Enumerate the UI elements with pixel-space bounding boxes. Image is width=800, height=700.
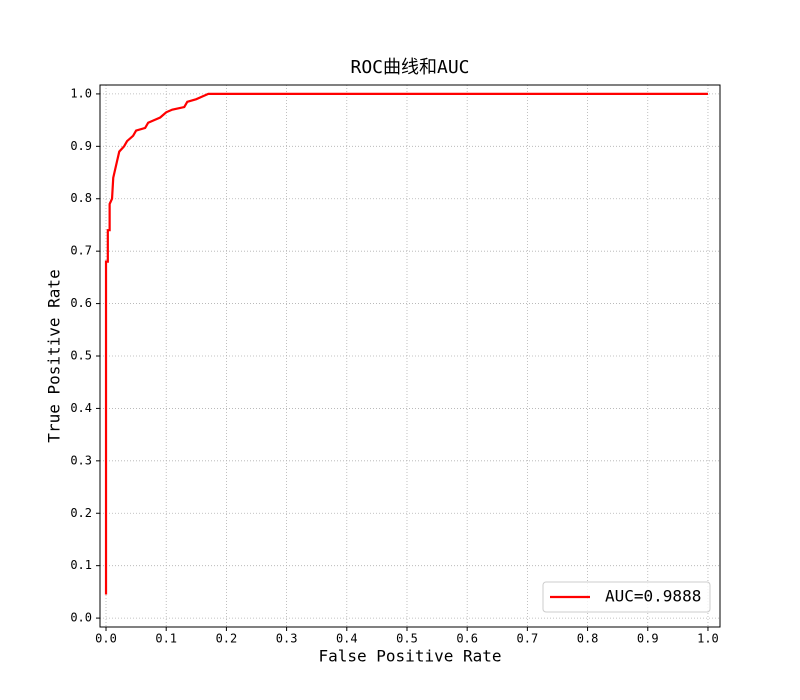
y-tick-label: 0.8 xyxy=(70,191,92,205)
legend-box xyxy=(542,581,711,613)
x-tick-label: 0.3 xyxy=(276,632,298,646)
x-tick-label: 0.5 xyxy=(396,632,418,646)
x-tick-label: 0.4 xyxy=(336,632,358,646)
chart-title: ROC曲线和AUC xyxy=(350,57,469,78)
y-tick-label: 0.1 xyxy=(70,558,92,572)
x-axis-label: False Positive Rate xyxy=(318,647,501,666)
y-tick-label: 0.6 xyxy=(70,296,92,310)
x-tick-label: 0.7 xyxy=(517,632,539,646)
x-tick-label: 0.2 xyxy=(216,632,238,646)
x-tick-label: 0.1 xyxy=(155,632,177,646)
x-tick-label: 1.0 xyxy=(697,632,719,646)
y-tick-label: 0.4 xyxy=(70,401,92,415)
y-tick-label: 0.2 xyxy=(70,506,92,520)
y-tick-label: 0.9 xyxy=(70,139,92,153)
plot-frame xyxy=(99,84,721,628)
y-axis-label: True Positive Rate xyxy=(45,269,64,442)
x-tick-label: 0.0 xyxy=(95,632,117,646)
x-tick-label: 0.9 xyxy=(637,632,659,646)
roc-line xyxy=(104,92,708,595)
x-tick-label: 0.6 xyxy=(456,632,478,646)
y-tick-label: 0.5 xyxy=(70,349,92,363)
x-tick-label: 0.8 xyxy=(577,632,599,646)
y-tick-label: 0.7 xyxy=(70,244,92,258)
y-tick-label: 1.0 xyxy=(70,86,92,100)
y-tick-label: 0.3 xyxy=(70,453,92,467)
y-tick-label: 0.0 xyxy=(70,611,92,625)
legend-label: AUC=0.9888 xyxy=(605,587,701,606)
